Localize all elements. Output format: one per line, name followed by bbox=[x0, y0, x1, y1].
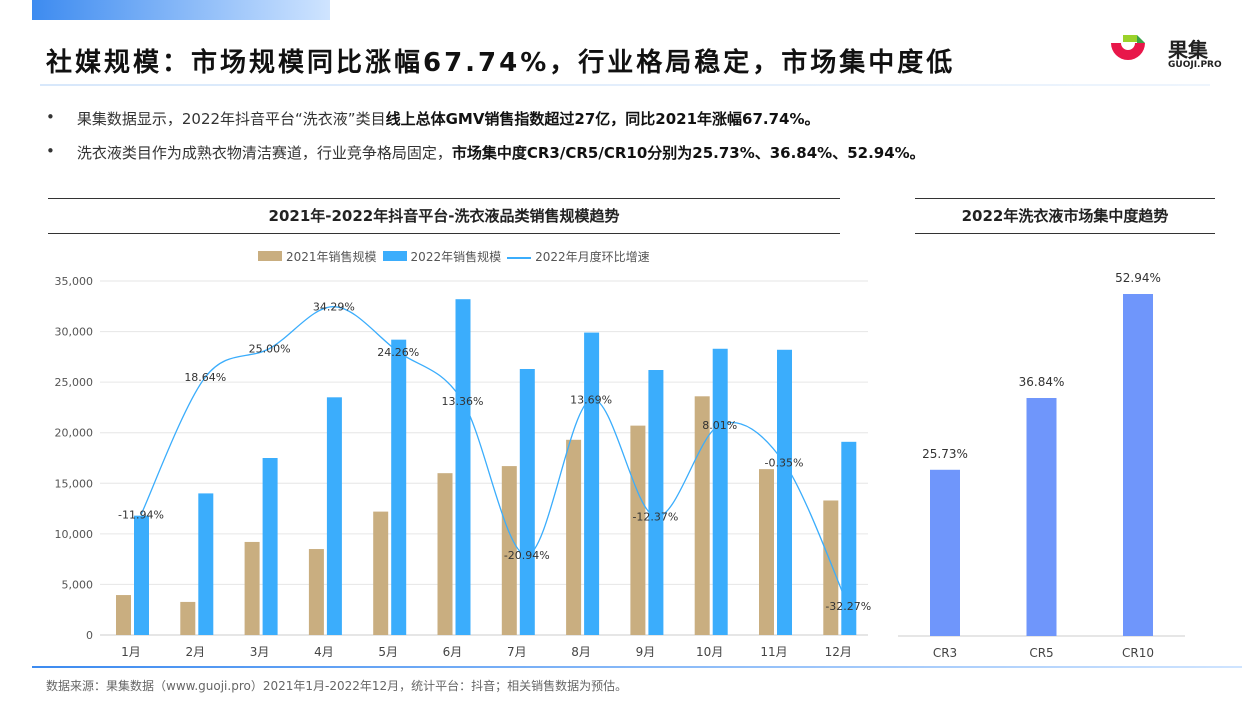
y-tick-label: 35,000 bbox=[55, 275, 94, 288]
x-tick-label: 8月 bbox=[571, 645, 591, 659]
bar-2022 bbox=[198, 493, 214, 635]
bar-2021 bbox=[566, 439, 582, 635]
legend-growth: 2022年月度环比增速 bbox=[507, 248, 650, 265]
legend-2021: 2021年销售规模 bbox=[258, 248, 377, 265]
bar-2021 bbox=[759, 469, 774, 635]
x-tick-label: 3月 bbox=[250, 645, 270, 659]
bar-2022 bbox=[648, 370, 664, 635]
bar-2022 bbox=[391, 339, 407, 635]
x-tick-label: 10月 bbox=[696, 645, 723, 659]
x-tick-label: CR5 bbox=[1029, 646, 1053, 660]
y-tick-label: 20,000 bbox=[55, 427, 94, 440]
logo-text: 果集 bbox=[1168, 38, 1208, 62]
x-tick-label: 2月 bbox=[185, 645, 205, 659]
growth-label: -32.27% bbox=[825, 600, 871, 613]
bar-2022 bbox=[777, 349, 792, 635]
bullet-text: 果集数据显示，2022年抖音平台“洗衣液”类目线上总体GMV销售指数超过27亿，… bbox=[77, 108, 820, 142]
x-tick-label: 9月 bbox=[636, 645, 656, 659]
data-source-note: 数据来源：果集数据（www.guoji.pro）2021年1月-2022年12月… bbox=[46, 679, 628, 693]
sales-trend-chart: 0 5,000 10,000 15,000 20,000 25,000 30,000 35,0… bbox=[55, 275, 872, 659]
bullet-normal: 果集数据显示，2022年抖音平台“洗衣液”类目 bbox=[76, 110, 386, 128]
cr-bar bbox=[1026, 398, 1057, 636]
bar-2021 bbox=[180, 601, 196, 635]
cr-value-label: 25.73% bbox=[922, 447, 968, 461]
bar-2022 bbox=[134, 515, 149, 635]
footer-divider bbox=[32, 666, 1242, 668]
bar-2022 bbox=[262, 458, 278, 635]
logo-subtext: GUOJI.PRO bbox=[1168, 60, 1222, 70]
bar-2021 bbox=[501, 466, 517, 635]
y-tick-label: 25,000 bbox=[55, 376, 94, 389]
growth-label: 13.36% bbox=[442, 395, 484, 408]
bar-2022 bbox=[326, 397, 342, 635]
bullet-item: • 果集数据显示，2022年抖音平台“洗衣液”类目线上总体GMV销售指数超过27亿… bbox=[46, 108, 925, 142]
bullet-normal: 洗衣液类目作为成熟衣物清洁赛道，行业竞争格局固定， bbox=[76, 144, 452, 162]
bullet-dot: • bbox=[46, 142, 55, 160]
growth-label: -11.94% bbox=[118, 509, 164, 522]
growth-label: 24.26% bbox=[377, 346, 419, 359]
bar-2022 bbox=[455, 299, 471, 635]
x-tick-label: 1月 bbox=[121, 645, 141, 659]
growth-line bbox=[140, 306, 849, 607]
title-divider bbox=[40, 84, 1210, 86]
legend-2022: 2022年销售规模 bbox=[382, 248, 502, 265]
growth-label: 18.64% bbox=[184, 371, 226, 384]
growth-label: -20.94% bbox=[504, 549, 550, 562]
y-tick-label: 5,000 bbox=[62, 578, 94, 591]
growth-label: -12.37% bbox=[632, 511, 678, 524]
x-tick-label: CR10 bbox=[1122, 646, 1154, 660]
bar-2022 bbox=[519, 368, 535, 635]
bullet-bold: 线上总体GMV销售指数超过27亿，同比2021年涨幅67.74%。 bbox=[385, 110, 820, 128]
bar-2021 bbox=[308, 549, 324, 635]
y-tick-label: 10,000 bbox=[55, 528, 94, 541]
right-chart-title: 2022年洗衣液市场集中度趋势 bbox=[915, 198, 1215, 234]
y-tick-label: 30,000 bbox=[55, 326, 94, 339]
x-tick-label: 11月 bbox=[760, 645, 787, 659]
x-tick-label: 5月 bbox=[378, 645, 398, 659]
legend-label: 2022年销售规模 bbox=[410, 250, 502, 264]
bar-2021 bbox=[694, 396, 710, 635]
legend-label: 2021年销售规模 bbox=[286, 250, 377, 264]
legend-swatch bbox=[382, 251, 407, 261]
bar-2021 bbox=[244, 541, 260, 635]
legend-swatch bbox=[507, 256, 532, 259]
cr-value-label: 36.84% bbox=[1019, 375, 1065, 389]
page-title: 社媒规模：市场规模同比涨幅67.74%，行业格局稳定，市场集中度低 bbox=[46, 48, 956, 78]
bar-2021 bbox=[116, 595, 131, 635]
x-tick-label: 4月 bbox=[314, 645, 334, 659]
bullet-item: • 洗衣液类目作为成熟衣物清洁赛道，行业竞争格局固定，市场集中度CR3/CR5/C… bbox=[46, 142, 925, 176]
bar-2022 bbox=[712, 348, 728, 635]
bar-2021 bbox=[630, 425, 646, 635]
y-tick-label: 0 bbox=[86, 629, 93, 642]
x-tick-label: CR3 bbox=[933, 646, 957, 660]
y-tick-label: 15,000 bbox=[55, 477, 94, 490]
bullet-text: 洗衣液类目作为成熟衣物清洁赛道，行业竞争格局固定，市场集中度CR3/CR5/CR… bbox=[77, 142, 925, 176]
x-tick-label: 7月 bbox=[507, 645, 527, 659]
summary-bullets: • 果集数据显示，2022年抖音平台“洗衣液”类目线上总体GMV销售指数超过27亿… bbox=[46, 108, 925, 176]
x-tick-label: 6月 bbox=[443, 645, 463, 659]
x-tick-label: 12月 bbox=[825, 645, 852, 659]
growth-label: 8.01% bbox=[702, 419, 737, 432]
bar-2021 bbox=[823, 500, 839, 635]
growth-label: 25.00% bbox=[249, 343, 291, 356]
bullet-bold: 市场集中度CR3/CR5/CR10分别为25.73%、36.84%、52.94%… bbox=[451, 144, 925, 162]
bar-2022 bbox=[841, 441, 857, 635]
concentration-chart: 25.73% CR3 36.84% CR5 52.94% CR10 bbox=[898, 271, 1185, 660]
legend-label: 2022年月度环比增速 bbox=[535, 250, 650, 264]
guoji-logo-icon bbox=[1111, 35, 1145, 60]
chart-legend: 2021年销售规模 2022年销售规模 2022年月度环比增速 bbox=[258, 248, 650, 265]
growth-label: -0.35% bbox=[765, 457, 804, 470]
bullet-dot: • bbox=[46, 108, 55, 126]
bar-2021 bbox=[373, 511, 389, 635]
bar-2022 bbox=[584, 332, 600, 635]
top-accent-bar bbox=[32, 0, 330, 20]
growth-label: 34.29% bbox=[313, 301, 355, 314]
growth-label: 13.69% bbox=[570, 393, 612, 406]
bar-2021 bbox=[437, 473, 453, 635]
legend-swatch bbox=[258, 251, 282, 261]
cr-bar bbox=[1123, 294, 1153, 636]
cr-value-label: 52.94% bbox=[1115, 271, 1161, 285]
left-chart-title: 2021年-2022年抖音平台-洗衣液品类销售规模趋势 bbox=[48, 198, 840, 234]
cr-bar bbox=[930, 469, 960, 636]
